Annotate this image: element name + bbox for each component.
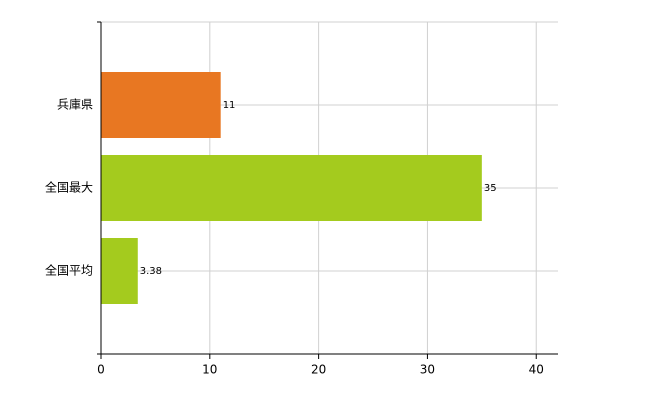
x-tick-label: 0 <box>97 363 105 377</box>
y-tick-label: 全国最大 <box>45 180 93 195</box>
y-tick-label: 全国平均 <box>45 263 93 278</box>
bar <box>101 238 138 304</box>
x-tick-label: 30 <box>420 363 435 377</box>
value-label: 11 <box>223 100 236 111</box>
x-tick-label: 40 <box>529 363 544 377</box>
value-label: 3.38 <box>140 266 162 277</box>
bar <box>101 72 221 138</box>
value-label: 35 <box>484 183 497 194</box>
x-tick-label: 10 <box>202 363 217 377</box>
bar <box>101 155 482 221</box>
y-tick-label: 兵庫県 <box>57 98 93 112</box>
x-tick-label: 20 <box>311 363 326 377</box>
